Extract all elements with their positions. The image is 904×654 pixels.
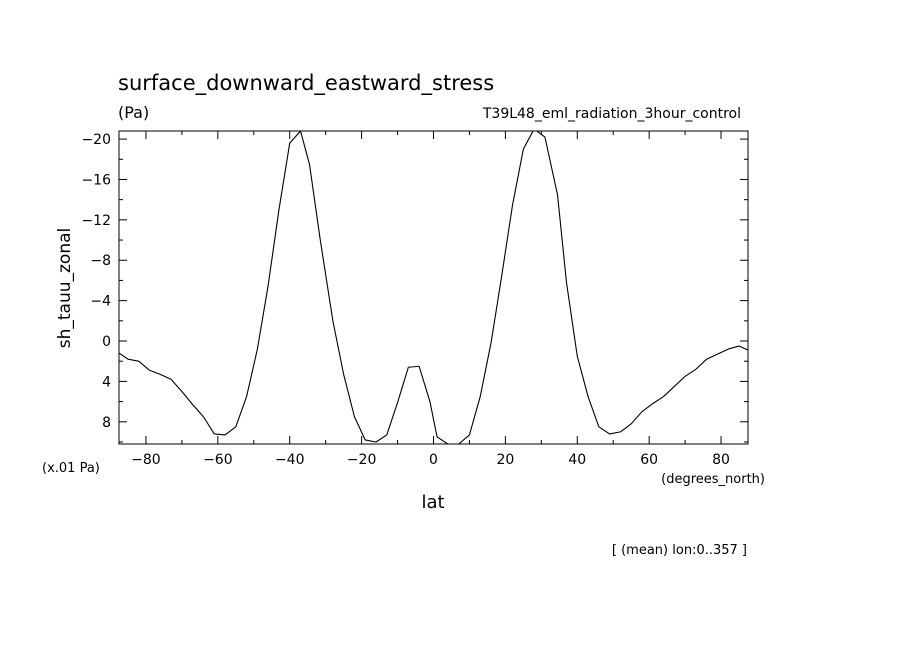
- x-tick-label: 20: [496, 452, 514, 468]
- units-label: (Pa): [118, 103, 149, 122]
- y-unit-note: (x.01 Pa): [42, 461, 100, 476]
- y-tick-label: 4: [102, 374, 111, 390]
- x-tick-label: −80: [131, 452, 161, 468]
- y-tick-label: −20: [81, 132, 111, 148]
- x-tick-label: −60: [203, 452, 233, 468]
- series-line: [119, 131, 748, 444]
- y-tick-label: −16: [81, 172, 111, 188]
- x-tick-label: 40: [568, 452, 586, 468]
- y-axis-label: sh_tauu_zonal: [55, 228, 75, 349]
- y-tick-label: −8: [90, 253, 111, 269]
- y-tick-label: 0: [102, 334, 111, 350]
- x-tick-label: 60: [640, 452, 658, 468]
- y-tick-label: −12: [81, 213, 111, 229]
- footer-note: [ (mean) lon:0..357 ]: [612, 543, 747, 558]
- plot-frame: [118, 130, 749, 445]
- x-axis-label: lat: [421, 492, 444, 513]
- x-unit-note: (degrees_north): [661, 472, 765, 487]
- chart-title: surface_downward_eastward_stress: [118, 71, 494, 96]
- x-tick-label: 80: [712, 452, 730, 468]
- chart-subtitle: T39L48_eml_radiation_3hour_control: [482, 106, 741, 122]
- x-tick-label: 0: [429, 452, 438, 468]
- x-tick-label: −20: [347, 452, 377, 468]
- y-tick-label: −4: [90, 294, 111, 310]
- x-tick-label: −40: [275, 452, 305, 468]
- y-tick-label: 8: [102, 415, 111, 431]
- axis-ticks: [119, 131, 748, 444]
